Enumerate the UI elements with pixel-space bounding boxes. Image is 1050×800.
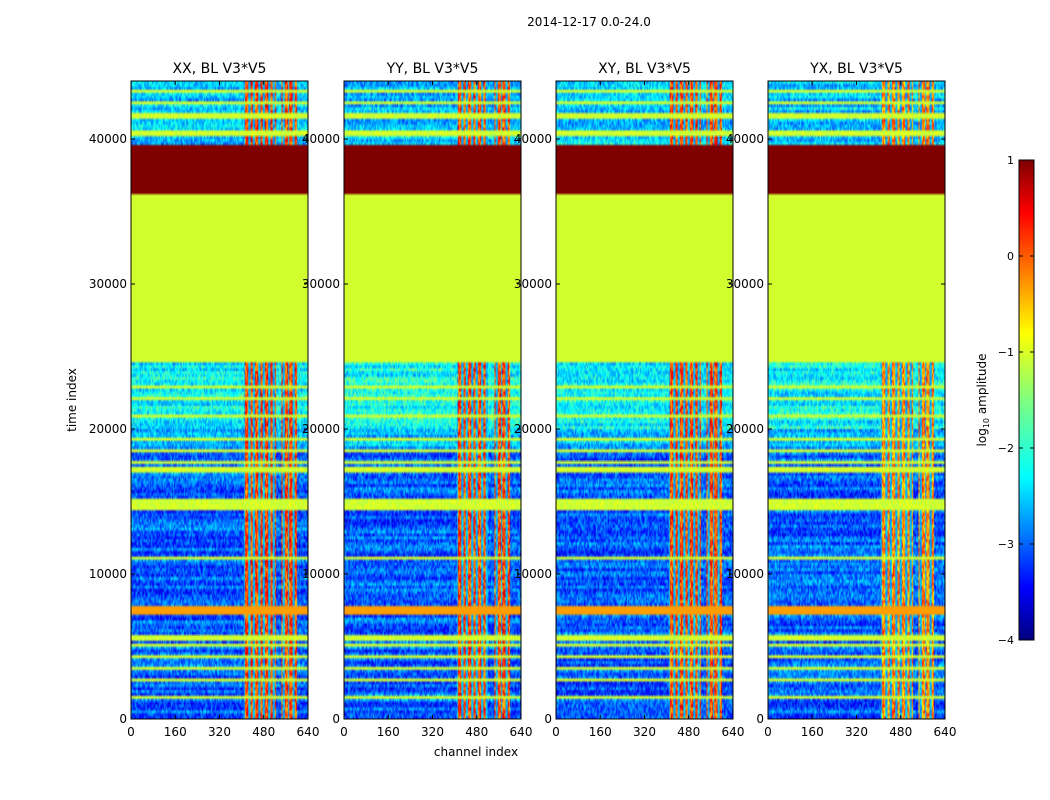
y-tick-label: 0: [544, 712, 552, 726]
x-tick-label: 0: [340, 725, 348, 739]
y-tick-label: 30000: [726, 277, 764, 291]
x-tick-label: 0: [127, 725, 135, 739]
y-tick-label: 0: [119, 712, 127, 726]
panel-3: YX, BL V3*V5 0 160 320 480 640 0 10000 20000 3000…: [726, 61, 957, 739]
x-tick-label: 640: [297, 725, 320, 739]
x-tick-label: 160: [377, 725, 400, 739]
x-tick-label: 480: [889, 725, 912, 739]
y-tick-label: 40000: [89, 132, 127, 146]
x-tick-label: 320: [208, 725, 231, 739]
y-tick-label: 10000: [726, 567, 764, 581]
colorbar: 1 0 −1 −2 −3 −4 log10 amplitude: [975, 154, 1035, 647]
y-tick-label: 20000: [726, 422, 764, 436]
colorbar-ticks: 1 0 −1 −2 −3 −4: [998, 154, 1034, 647]
y-tick-label: 10000: [89, 567, 127, 581]
panel-1: YY, BL V3*V5 0 160 320 480 640 0 10000 20000 3000…: [302, 61, 533, 739]
y-tick-label: 30000: [89, 277, 127, 291]
panel-title: XY, BL V3*V5: [598, 61, 691, 77]
colorbar-tick-label: −1: [998, 346, 1014, 359]
y-tick-label: 20000: [302, 422, 340, 436]
x-tick-label: 320: [633, 725, 656, 739]
y-tick-label: 40000: [302, 132, 340, 146]
colorbar-tick-label: 0: [1007, 250, 1014, 263]
heatmap-image: [344, 81, 521, 719]
x-tick-label: 160: [589, 725, 612, 739]
x-tick-label: 480: [677, 725, 700, 739]
heatmap-image: [556, 81, 733, 719]
x-tick-label: 320: [845, 725, 868, 739]
x-tick-label: 640: [722, 725, 745, 739]
colorbar-tick-label: 1: [1007, 154, 1014, 167]
y-tick-label: 0: [332, 712, 340, 726]
x-tick-label: 320: [421, 725, 444, 739]
heatmap-image: [131, 81, 308, 719]
y-tick-label: 40000: [514, 132, 552, 146]
x-tick-label: 160: [801, 725, 824, 739]
y-tick-label: 10000: [514, 567, 552, 581]
y-tick-label: 10000: [302, 567, 340, 581]
colorbar-tick-label: −2: [998, 442, 1014, 455]
x-tick-label: 0: [552, 725, 560, 739]
y-tick-label: 30000: [514, 277, 552, 291]
x-tick-label: 640: [510, 725, 533, 739]
panel-title: YY, BL V3*V5: [386, 61, 479, 77]
panel-2: XY, BL V3*V5 0 160 320 480 640 0 10000 20000 3000…: [514, 61, 745, 739]
x-tick-label: 640: [934, 725, 957, 739]
x-axis-label: channel index: [434, 745, 518, 759]
y-tick-label: 40000: [726, 132, 764, 146]
colorbar-gradient: [1018, 159, 1035, 641]
panel-title: YX, BL V3*V5: [809, 61, 903, 77]
panel-title: XX, BL V3*V5: [173, 61, 267, 77]
y-tick-label: 20000: [89, 422, 127, 436]
heatmap-image: [768, 81, 945, 719]
x-tick-label: 480: [465, 725, 488, 739]
y-tick-label: 0: [756, 712, 764, 726]
y-axis-label: time index: [65, 368, 79, 432]
x-tick-label: 0: [764, 725, 772, 739]
panel-0: XX, BL V3*V5 0 160 320 480 640 0 10000 20000 3000…: [89, 61, 320, 739]
x-tick-label: 480: [252, 725, 275, 739]
colorbar-label: log10 amplitude: [975, 354, 991, 447]
y-tick-label: 30000: [302, 277, 340, 291]
panels: XX, BL V3*V5 0 160 320 480 640 0 10000 20000 3000…: [89, 61, 957, 739]
figure-title: 2014-12-17 0.0-24.0: [527, 15, 651, 29]
y-tick-label: 20000: [514, 422, 552, 436]
x-tick-label: 160: [164, 725, 187, 739]
colorbar-tick-label: −3: [998, 538, 1014, 551]
colorbar-tick-label: −4: [998, 634, 1014, 647]
